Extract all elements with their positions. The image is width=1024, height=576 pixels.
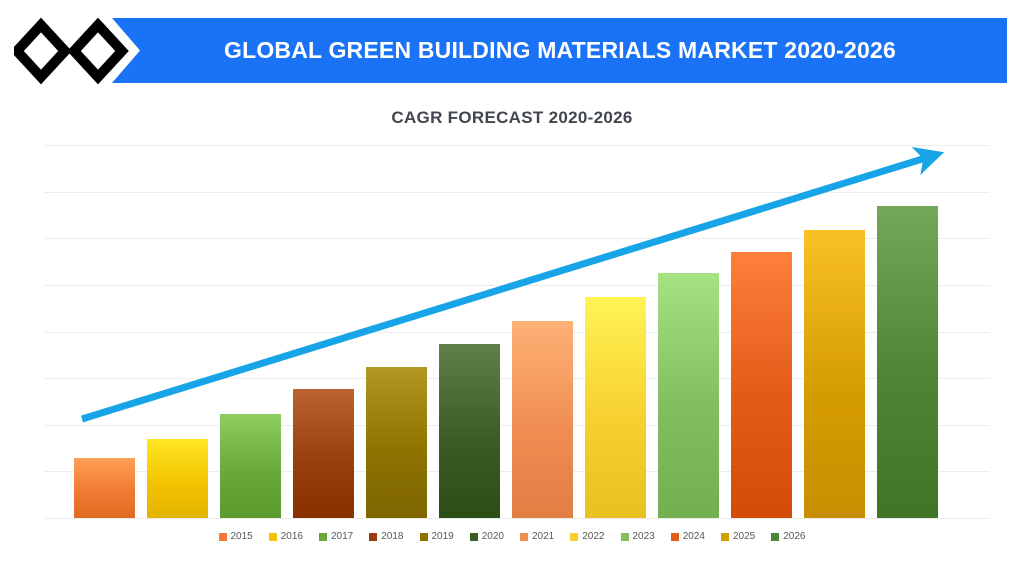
legend-item-2025[interactable]: 2025 (721, 531, 755, 542)
legend-item-2024[interactable]: 2024 (670, 531, 705, 542)
page-title: GLOBAL GREEN BUILDING MATERIALS MARKET 2… (223, 37, 896, 63)
bar-2020 (439, 344, 500, 518)
legend-item-2018[interactable]: 2018 (369, 531, 404, 542)
legend-label: 2023 (632, 531, 655, 542)
gridline (44, 518, 990, 519)
gridline (44, 145, 990, 146)
legend-label: 2018 (381, 531, 404, 542)
legend-swatch-icon (369, 532, 378, 541)
legend-label: 2015 (230, 531, 253, 542)
bar-2023 (658, 273, 719, 518)
bar-2024 (731, 252, 792, 518)
legend-label: 2017 (331, 531, 354, 542)
legend-swatch-icon (670, 532, 679, 541)
logo-center-dot (74, 47, 81, 55)
header: GLOBAL GREEN BUILDING MATERIALS MARKET 2… (0, 0, 1024, 100)
legend-label: 2020 (481, 531, 504, 542)
legend-label: 2026 (783, 531, 806, 542)
bar-2015 (74, 458, 135, 518)
bar-2026 (877, 206, 938, 518)
bar-2016 (147, 438, 208, 518)
legend-item-2026[interactable]: 2026 (771, 531, 806, 542)
legend-item-2022[interactable]: 2022 (570, 531, 605, 542)
legend-label: 2016 (280, 531, 303, 542)
bar-2019 (366, 366, 427, 518)
legend-swatch-icon (469, 532, 478, 541)
legend-label: 2024 (682, 531, 705, 542)
gridline (44, 191, 990, 193)
legend-swatch-icon (218, 532, 227, 541)
legend-swatch-icon (721, 532, 729, 541)
legend-item-2023[interactable]: 2023 (620, 531, 655, 542)
bar-2018 (293, 389, 354, 518)
legend-label: 2022 (582, 531, 605, 542)
legend-item-2021[interactable]: 2021 (520, 531, 554, 542)
legend-swatch-icon (771, 532, 780, 541)
bar-2021 (512, 321, 573, 518)
legend-label: 2025 (733, 531, 756, 542)
legend-swatch-icon (419, 532, 428, 541)
bar-2017 (220, 414, 281, 518)
legend-label: 2021 (532, 531, 555, 542)
chart-subtitle: CAGR FORECAST 2020-2026 (391, 108, 633, 127)
legend-label: 2019 (431, 531, 454, 542)
legend-item-2015[interactable]: 2015 (218, 531, 253, 542)
legend-swatch-icon (268, 532, 277, 541)
chart-legend: 2015 2016 2017 2018 2019 2020 2021 2022 2023 2024… (0, 531, 1024, 542)
bar-2022 (585, 297, 646, 518)
legend-item-2019[interactable]: 2019 (419, 531, 454, 542)
legend-item-2016[interactable]: 2016 (268, 531, 303, 542)
legend-item-2020[interactable]: 2020 (469, 531, 504, 542)
double-diamond-logo-icon (14, 17, 129, 85)
bar-2025 (804, 229, 865, 518)
legend-swatch-icon (620, 532, 629, 541)
header-banner (112, 18, 1007, 83)
legend-swatch-icon (319, 532, 327, 541)
legend-item-2017[interactable]: 2017 (319, 531, 353, 542)
legend-swatch-icon (520, 532, 528, 541)
legend-swatch-icon (570, 532, 579, 541)
